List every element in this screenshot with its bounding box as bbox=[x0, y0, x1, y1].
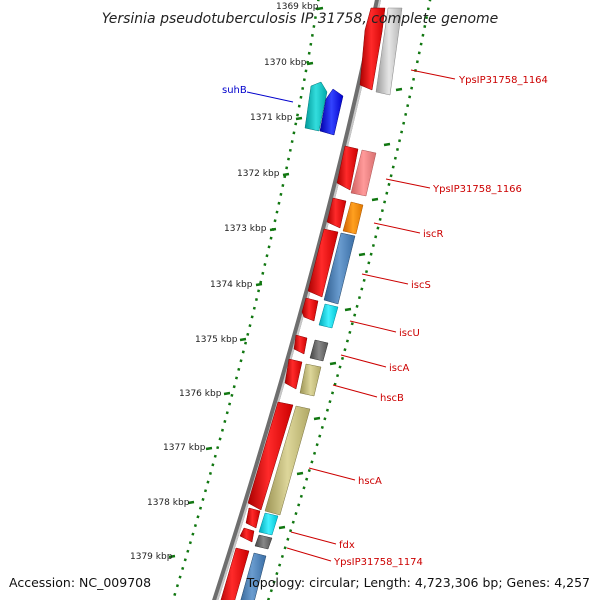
leader-lines bbox=[246, 69, 456, 562]
gene-forward-iscR-pair[interactable] bbox=[326, 197, 347, 229]
gene-features bbox=[218, 7, 403, 600]
inner-dotted-ring bbox=[171, 0, 320, 600]
gene-forward-fdx-pair[interactable] bbox=[245, 507, 261, 529]
gene-iscR[interactable] bbox=[342, 201, 364, 235]
tick-label: 1377 kbp bbox=[163, 443, 206, 453]
tick-label: 1372 kbp bbox=[237, 169, 280, 179]
leader-line-fdx bbox=[290, 531, 337, 545]
leader-line-hscB bbox=[332, 384, 378, 398]
gene-forward-iscS-pair[interactable] bbox=[307, 228, 339, 298]
gene-fdx[interactable] bbox=[258, 512, 279, 536]
gene-label-iscU[interactable]: iscU bbox=[399, 328, 420, 339]
tick-marks bbox=[168, 6, 324, 559]
gene-label-iscA[interactable]: iscA bbox=[389, 363, 409, 374]
map-title: Yersinia pseudotuberculosis IP 31758, co… bbox=[102, 11, 499, 27]
gene-forward-bottom[interactable] bbox=[218, 547, 250, 600]
gene-forward-hscB-pair[interactable] bbox=[284, 358, 303, 390]
leader-line-iscR bbox=[373, 222, 421, 234]
gene-labels: suhB YpsIP31758_1164 YpsIP31758_1166 isc… bbox=[222, 75, 548, 568]
gene-reverse-blue[interactable] bbox=[319, 88, 344, 136]
leader-line-1166 bbox=[385, 178, 431, 189]
gene-label-iscS[interactable]: iscS bbox=[411, 280, 431, 291]
leader-line-1174 bbox=[286, 547, 332, 562]
gene-suhB[interactable] bbox=[304, 81, 328, 132]
gene-label-hscB[interactable]: hscB bbox=[380, 393, 404, 404]
gene-iscU[interactable] bbox=[318, 303, 339, 329]
tick-label: 1375 kbp bbox=[195, 335, 238, 345]
tick-label: 1378 kbp bbox=[147, 498, 190, 508]
gene-label-hscA[interactable]: hscA bbox=[358, 476, 382, 487]
tick-label: 1379 kbp bbox=[130, 552, 173, 562]
gene-YpsIP31758_1174[interactable] bbox=[254, 534, 273, 550]
gene-label-iscR[interactable]: iscR bbox=[423, 229, 443, 240]
leader-line-iscS bbox=[361, 273, 409, 285]
tick-label: 1371 kbp bbox=[250, 113, 293, 123]
outer-dotted-ring bbox=[266, 0, 432, 600]
gene-label-1164[interactable]: YpsIP31758_1164 bbox=[458, 75, 548, 86]
gene-forward-1163[interactable] bbox=[359, 7, 386, 91]
tick-label: 1369 kbp bbox=[276, 2, 319, 12]
gene-reverse-bottom[interactable] bbox=[238, 552, 267, 600]
gene-YpsIP31758_1166[interactable] bbox=[350, 149, 377, 197]
gene-forward-iscU-pair[interactable] bbox=[301, 297, 319, 322]
tick-label: 1376 kbp bbox=[179, 389, 222, 399]
leader-line-1164 bbox=[410, 69, 456, 80]
gene-forward-1165[interactable] bbox=[336, 145, 359, 191]
gene-forward-1174-pair[interactable] bbox=[239, 527, 255, 543]
gene-hscB[interactable] bbox=[299, 363, 322, 397]
tick-label: 1370 kbp bbox=[264, 58, 307, 68]
gene-forward-hscA-pair[interactable] bbox=[247, 401, 294, 511]
accession-text: Accession: NC_009708 bbox=[9, 575, 151, 590]
leader-line-suhB bbox=[246, 91, 294, 103]
tick-labels: 1369 kbp 1370 kbp 1371 kbp 1372 kbp 1373… bbox=[130, 2, 319, 562]
gene-iscS[interactable] bbox=[323, 232, 356, 305]
tick-label: 1373 kbp bbox=[224, 224, 267, 234]
gene-label-1166[interactable]: YpsIP31758_1166 bbox=[432, 184, 522, 195]
gene-iscA[interactable] bbox=[309, 339, 329, 362]
tick-label: 1374 kbp bbox=[210, 280, 253, 290]
gene-YpsIP31758_1164[interactable] bbox=[375, 7, 403, 96]
gene-label-1174[interactable]: YpsIP31758_1174 bbox=[333, 557, 423, 568]
leader-line-iscU bbox=[349, 320, 397, 333]
gene-forward-iscA-pair[interactable] bbox=[293, 334, 308, 355]
topology-text: Topology: circular; Length: 4,723,306 bp… bbox=[246, 575, 590, 590]
gene-label-suhB[interactable]: suhB bbox=[222, 85, 247, 96]
outer-tick-marks bbox=[278, 87, 403, 530]
gene-hscA[interactable] bbox=[264, 405, 311, 516]
leader-line-iscA bbox=[340, 354, 387, 368]
leader-line-hscA bbox=[308, 467, 356, 481]
gene-label-fdx[interactable]: fdx bbox=[339, 540, 355, 551]
